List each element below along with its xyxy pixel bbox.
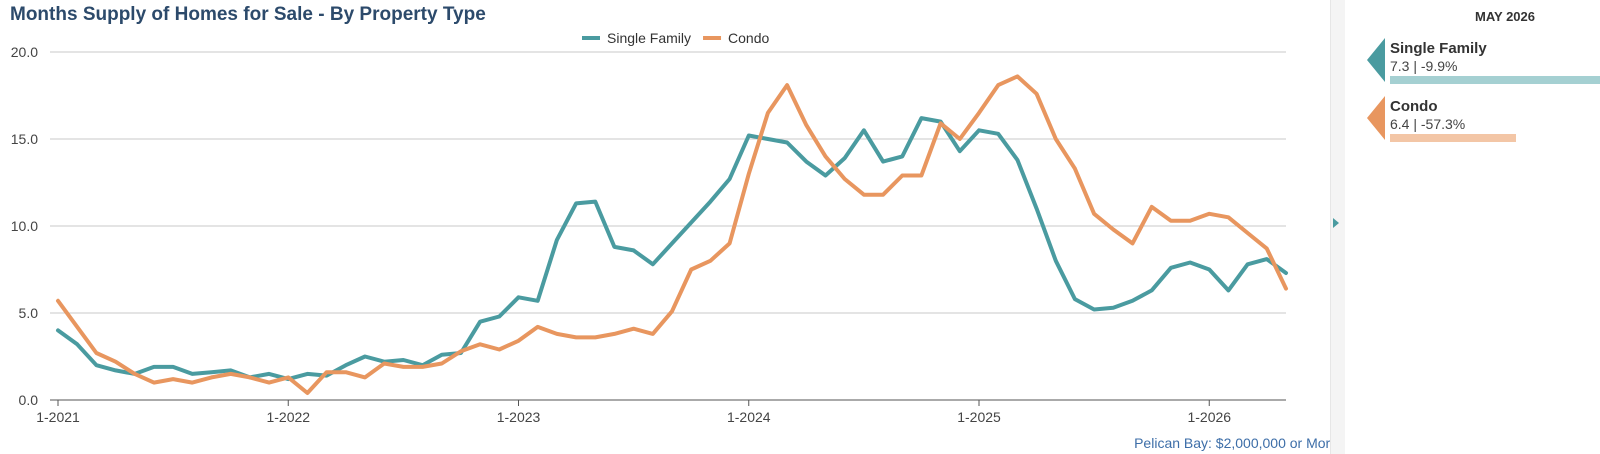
panel-item-name: Condo [1390,98,1438,115]
panel-item-condo[interactable]: Condo 6.4 | -57.3% [1345,96,1600,156]
panel-period: MAY 2026 [1475,9,1535,24]
y-tick-label: 0.0 [19,392,39,408]
y-tick-label: 15.0 [11,131,38,147]
legend-label: Single Family [607,30,691,46]
line-chart: 0.0 5.0 10.0 15.0 20.0 1-2021 1-2022 1-2023 1-20… [11,30,1288,425]
panel-item-single-family[interactable]: Single Family 7.3 | -9.9% [1345,38,1600,98]
triangle-left-icon [1367,38,1385,82]
chart-title: Months Supply of Homes for Sale - By Pro… [10,4,486,25]
series-line-condo [56,74,1288,395]
x-tick-label: 1-2023 [497,409,541,425]
y-tick-label: 10.0 [11,218,38,234]
panel-item-name: Single Family [1390,40,1487,57]
series-line-single-family [56,116,1288,382]
grid-layer [50,51,1286,401]
axis-layer: 0.0 5.0 10.0 15.0 20.0 1-2021 1-2022 1-2023 1-20… [11,44,1232,425]
x-tick-label: 1-2024 [727,409,771,425]
chart-legend: Single Family Condo [582,30,770,46]
footnote: Pelican Bay: $2,000,000 or More [1134,435,1338,451]
x-tick-label: 1-2025 [957,409,1001,425]
y-tick-label: 20.0 [11,44,38,60]
legend-label: Condo [728,30,769,46]
x-tick-label: 1-2026 [1187,409,1231,425]
y-tick-label: 5.0 [19,305,39,321]
x-tick-label: 1-2022 [266,409,310,425]
series-layer [56,74,1288,395]
triangle-left-icon [1367,96,1385,140]
panel-item-value: 6.4 | -57.3% [1390,116,1466,132]
x-tick-label: 1-2021 [36,409,80,425]
panel-item-value: 7.3 | -9.9% [1390,58,1458,74]
side-panel: MAY 2026 Single Family 7.3 | -9.9% Condo… [1345,0,1600,454]
panel-toggle-icon[interactable] [1333,218,1339,228]
panel-item-bar [1390,76,1600,84]
panel-item-bar [1390,134,1516,142]
